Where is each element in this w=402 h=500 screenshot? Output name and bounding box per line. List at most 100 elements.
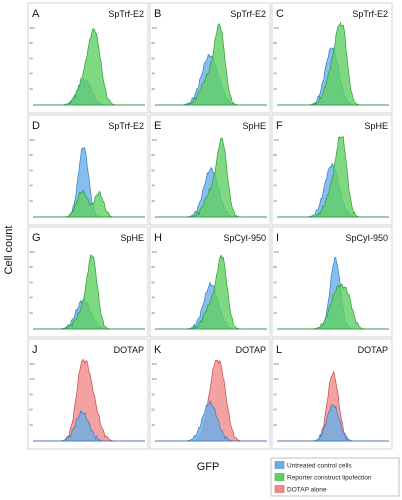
panel-i: 100 80 60 40 20 I SpCyI-950	[271, 226, 393, 338]
y-tick-label: 20	[274, 199, 278, 203]
y-tick-label: 30	[152, 423, 156, 427]
panel-title: SpHE	[364, 121, 388, 131]
legend-swatch-red	[274, 485, 285, 493]
y-tick-label: 30	[30, 423, 34, 427]
y-tick-label: 30	[274, 423, 278, 427]
y-tick-label: 150	[30, 362, 35, 366]
y-tick-label: 120	[152, 377, 157, 381]
y-tick-label: 80	[30, 265, 34, 269]
y-tick-label: 60	[30, 56, 34, 60]
y-tick-label: 150	[152, 362, 157, 366]
panel-e: 100 80 60 40 20 E SpHE	[149, 114, 271, 226]
y-tick-label: 100	[30, 138, 35, 142]
y-tick-label: 60	[274, 168, 278, 172]
histogram-untreated-control-cells	[33, 409, 145, 442]
y-tick-label: 60	[30, 280, 34, 284]
y-tick-label: 40	[274, 296, 278, 300]
y-tick-label: 40	[274, 72, 278, 76]
y-tick-label: 90	[274, 392, 278, 396]
panel-letter: F	[276, 120, 283, 132]
panel-title: SpHE	[242, 121, 266, 131]
panel-letter: D	[32, 120, 40, 132]
histogram-untreated-control-cells	[155, 400, 267, 442]
panel-letter: A	[32, 8, 40, 20]
y-tick-label: 60	[274, 408, 278, 412]
panel-c: 100 80 60 40 20 C SpTrf-E2	[271, 2, 393, 114]
y-tick-label: 20	[152, 199, 156, 203]
panel-d: 100 80 60 40 20 D SpTrf-E2	[27, 114, 149, 226]
y-tick-label: 60	[274, 56, 278, 60]
panel-title: DOTAP	[114, 345, 144, 355]
y-tick-label: 20	[274, 87, 278, 91]
histogram-reporter-construct-lipofection	[33, 189, 145, 218]
y-tick-label: 100	[30, 26, 35, 30]
y-tick-label: 80	[152, 41, 156, 45]
legend-item-reporter: Reporter construct lipofection	[274, 473, 372, 482]
histogram-reporter-construct-lipofection	[33, 28, 145, 106]
y-tick-label: 20	[30, 87, 34, 91]
panel-title: SpHE	[120, 233, 144, 243]
histogram-reporter-construct-lipofection	[155, 23, 267, 106]
panel-letter: E	[154, 120, 161, 132]
legend-label-reporter: Reporter construct lipofection	[287, 475, 372, 482]
y-tick-label: 40	[30, 184, 34, 188]
legend-item-dotap: DOTAP alone	[274, 485, 327, 494]
y-tick-label: 60	[152, 56, 156, 60]
panel-b: 100 80 60 40 20 B SpTrf-E2	[149, 2, 271, 114]
histogram-reporter-construct-lipofection	[33, 254, 145, 330]
histogram-untreated-control-cells	[277, 404, 389, 442]
panel-letter: B	[154, 8, 161, 20]
y-tick-label: 100	[30, 250, 35, 254]
legend-label-dotap: DOTAP alone	[287, 487, 327, 494]
panel-h: 100 80 60 40 20 H SpCyI-950	[149, 226, 271, 338]
legend-item-untreated: Untreated control cells	[274, 461, 352, 470]
y-tick-label: 40	[30, 296, 34, 300]
y-tick-label: 100	[152, 138, 157, 142]
legend-swatch-green	[274, 473, 285, 481]
y-tick-label: 20	[30, 199, 34, 203]
x-axis-label: GFP	[197, 461, 220, 473]
histogram-reporter-construct-lipofection	[277, 135, 389, 218]
y-tick-label: 100	[274, 26, 279, 30]
panel-letter: G	[32, 232, 41, 244]
panel-title: SpTrf-E2	[230, 9, 266, 19]
y-tick-label: 80	[30, 153, 34, 157]
y-tick-label: 40	[30, 72, 34, 76]
panel-letter: H	[154, 232, 162, 244]
histogram-reporter-construct-lipofection	[155, 137, 267, 218]
y-tick-label: 60	[30, 168, 34, 172]
legend: Untreated control cells Reporter constru…	[270, 457, 400, 497]
panel-letter: J	[32, 344, 38, 356]
panel-letter: K	[154, 344, 162, 356]
y-tick-label: 120	[274, 377, 279, 381]
y-tick-label: 20	[30, 311, 34, 315]
y-tick-label: 150	[274, 362, 279, 366]
y-tick-label: 100	[152, 250, 157, 254]
y-tick-label: 60	[274, 280, 278, 284]
legend-swatch-blue	[274, 461, 285, 469]
histogram-reporter-construct-lipofection	[155, 254, 267, 330]
legend-box	[270, 457, 400, 497]
panel-f: 100 80 60 40 20 F SpHE	[271, 114, 393, 226]
panel-title: SpTrf-E2	[352, 9, 388, 19]
y-tick-label: 80	[274, 265, 278, 269]
y-tick-label: 60	[152, 280, 156, 284]
panel-letter: I	[276, 232, 279, 244]
y-tick-label: 100	[152, 26, 157, 30]
panel-a: 100 80 60 40 20 A SpTrf-E2	[27, 2, 149, 114]
y-tick-label: 60	[152, 408, 156, 412]
panel-g: 100 80 60 40 20 G SpHE	[27, 226, 149, 338]
y-tick-label: 120	[30, 377, 35, 381]
y-tick-label: 100	[274, 250, 279, 254]
panel-title: SpTrf-E2	[108, 121, 144, 131]
y-tick-label: 60	[30, 408, 34, 412]
panel-letter: C	[276, 8, 284, 20]
y-tick-label: 80	[30, 41, 34, 45]
panel-title: SpCyI-950	[345, 233, 388, 243]
y-tick-label: 80	[152, 153, 156, 157]
panel-letter: L	[276, 344, 282, 356]
panel-l: 150 120 90 60 30 L DOTAP	[271, 338, 393, 450]
y-tick-label: 40	[152, 184, 156, 188]
panel-title: DOTAP	[358, 345, 388, 355]
